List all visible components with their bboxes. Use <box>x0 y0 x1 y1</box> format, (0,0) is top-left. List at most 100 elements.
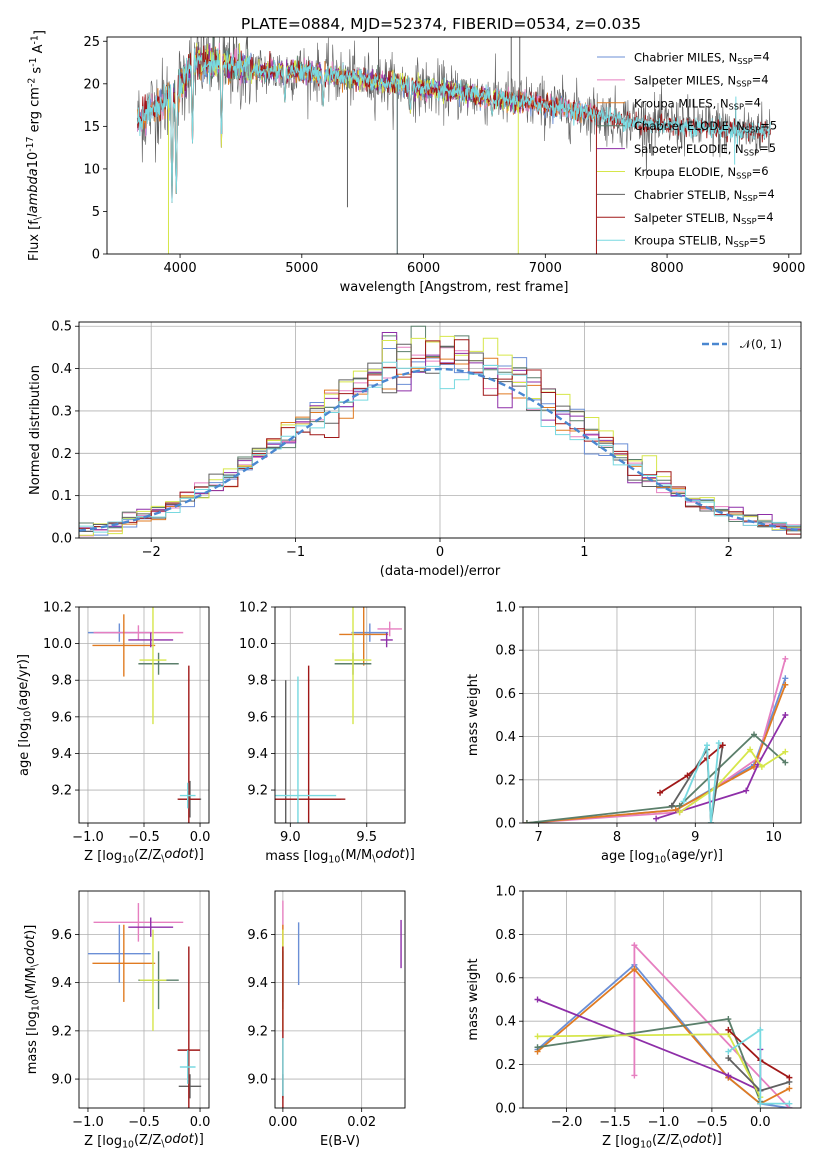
y-axis-label: mass weight <box>466 958 481 1040</box>
legend-label: 𝒩(0, 1) <box>740 337 782 351</box>
y-tick-label: 9.0 <box>247 1073 268 1088</box>
data-point-marker <box>676 809 683 816</box>
mass-weight-line <box>659 744 724 794</box>
x-tick-label: 9000 <box>772 261 805 276</box>
x-tick-label: 6000 <box>407 261 440 276</box>
y-tick-label: 9.2 <box>51 1024 72 1039</box>
y-tick-label: 9.4 <box>247 747 268 762</box>
data-point-marker <box>719 742 726 749</box>
plot-area-mass_vs_Z <box>87 903 202 1108</box>
legend-label: Kroupa ELODIE, NSSP​=6 <box>634 164 769 180</box>
legend-label: Kroupa MILES, NSSP​=4 <box>634 95 761 111</box>
y-tick-label: 10 <box>83 162 100 177</box>
y-tick-label: 0.8 <box>495 928 516 943</box>
legend-label: Salpeter STELIB, NSSP​=4 <box>634 210 774 226</box>
mass-weight-line <box>682 742 720 823</box>
mass-weight-line <box>526 677 787 823</box>
y-tick-label: 10.2 <box>43 601 72 616</box>
data-point-marker <box>786 1100 793 1107</box>
legend-label: Salpeter MILES, NSSP​=4 <box>634 72 769 88</box>
x-tick-label: −1 <box>286 545 305 560</box>
x-tick-label: 0.0 <box>190 830 211 845</box>
x-tick-label: 9 <box>691 830 699 845</box>
y-axis-label: mass weight <box>466 674 481 756</box>
x-tick-label: 0.00 <box>268 1115 297 1130</box>
x-tick-label: 0.0 <box>190 1115 211 1130</box>
data-point-marker <box>534 996 541 1003</box>
y-tick-label: 5 <box>92 205 100 220</box>
x-axis-label: Z [log10​(Z/Z\​odot)] <box>602 1132 722 1151</box>
y-tick-label: 0.2 <box>51 447 72 462</box>
data-point-marker <box>725 1055 732 1062</box>
data-point-marker <box>680 798 687 805</box>
x-tick-label: 8 <box>613 830 621 845</box>
x-axis-label: mass [log10​(M/M\​odot)] <box>265 847 415 866</box>
data-point-marker <box>684 772 691 779</box>
data-point-marker <box>725 1016 732 1023</box>
data-point-marker <box>725 1072 732 1079</box>
figure-title: PLATE=0884, MJD=52374, FIBERID=0534, z=0… <box>241 15 641 33</box>
x-tick-label: −2.0 <box>551 1115 583 1130</box>
x-tick-label: 7000 <box>529 261 562 276</box>
spectrum-line <box>136 48 772 203</box>
x-tick-label: −1.0 <box>72 830 104 845</box>
y-tick-label: 25 <box>83 35 100 50</box>
data-point-marker <box>725 1048 732 1055</box>
data-point-marker <box>786 1074 793 1081</box>
x-tick-label: 9.0 <box>280 830 301 845</box>
y-tick-label: 9.8 <box>51 674 72 689</box>
x-tick-label: 10 <box>765 830 782 845</box>
data-point-marker <box>758 763 765 770</box>
plot-area-age_vs_Z <box>87 607 202 823</box>
x-tick-label: 4000 <box>164 261 197 276</box>
y-tick-label: 9.6 <box>51 710 72 725</box>
y-tick-label: 9.4 <box>247 976 268 991</box>
x-axis-label: E(B-V) <box>320 1134 360 1149</box>
y-tick-label: 0.4 <box>51 362 72 377</box>
data-point-marker <box>743 787 750 794</box>
frame-layer <box>75 36 802 1112</box>
legend-label: Chabrier ELODIE, NSSP​=5 <box>634 118 777 134</box>
plot-area-age_vs_mass <box>275 607 402 823</box>
y-tick-label: 0.8 <box>495 644 516 659</box>
mass-weight-line <box>727 1028 790 1105</box>
x-tick-label: −0.5 <box>128 830 160 845</box>
y-tick-label: 10.0 <box>239 637 268 652</box>
axes-frame <box>522 606 802 824</box>
axes-frame <box>78 890 210 1109</box>
data-point-marker <box>786 1085 793 1092</box>
y-tick-label: 0.2 <box>495 773 516 788</box>
y-tick-label: 0.6 <box>495 687 516 702</box>
data-point-marker <box>704 742 711 749</box>
y-axis-label: age [log10​(age/yr)] <box>16 654 34 776</box>
y-tick-label: 10.0 <box>43 637 72 652</box>
x-tick-label: 9.5 <box>356 830 377 845</box>
y-tick-label: 9.2 <box>247 784 268 799</box>
x-axis-label: wavelength [Angstrom, rest frame] <box>340 280 569 295</box>
data-point-marker <box>631 942 638 949</box>
data-point-marker <box>676 802 683 809</box>
x-tick-label: −0.5 <box>128 1115 160 1130</box>
x-tick-label: 5000 <box>285 261 318 276</box>
y-tick-label: 0.0 <box>51 532 72 547</box>
legend-label: Salpeter ELODIE, NSSP​=5 <box>634 141 776 157</box>
x-tick-label: −1.5 <box>599 1115 631 1130</box>
x-tick-label: −0.5 <box>696 1115 728 1130</box>
x-tick-label: 7 <box>535 830 543 845</box>
y-tick-label: 0 <box>92 248 100 263</box>
histogram-step <box>79 361 801 538</box>
x-axis-label: age [log10​(age/yr)] <box>601 848 723 866</box>
data-point-marker <box>653 815 660 822</box>
x-tick-label: 8000 <box>651 261 684 276</box>
y-axis-label: Normed distribution <box>28 365 43 495</box>
y-axis-label: Flux [f\​lambda10-17​ erg cm-2​ s-1​ A-1… <box>25 30 48 261</box>
data-point-marker <box>668 802 675 809</box>
legend-label: Chabrier MILES, NSSP​=4 <box>634 50 770 66</box>
data-point-marker <box>715 740 722 747</box>
y-tick-label: 0.0 <box>495 1102 516 1117</box>
data-point-marker <box>757 1100 764 1107</box>
x-tick-label: −1.0 <box>72 1115 104 1130</box>
y-tick-label: 0.4 <box>495 1015 516 1030</box>
axes-frame <box>274 606 406 824</box>
